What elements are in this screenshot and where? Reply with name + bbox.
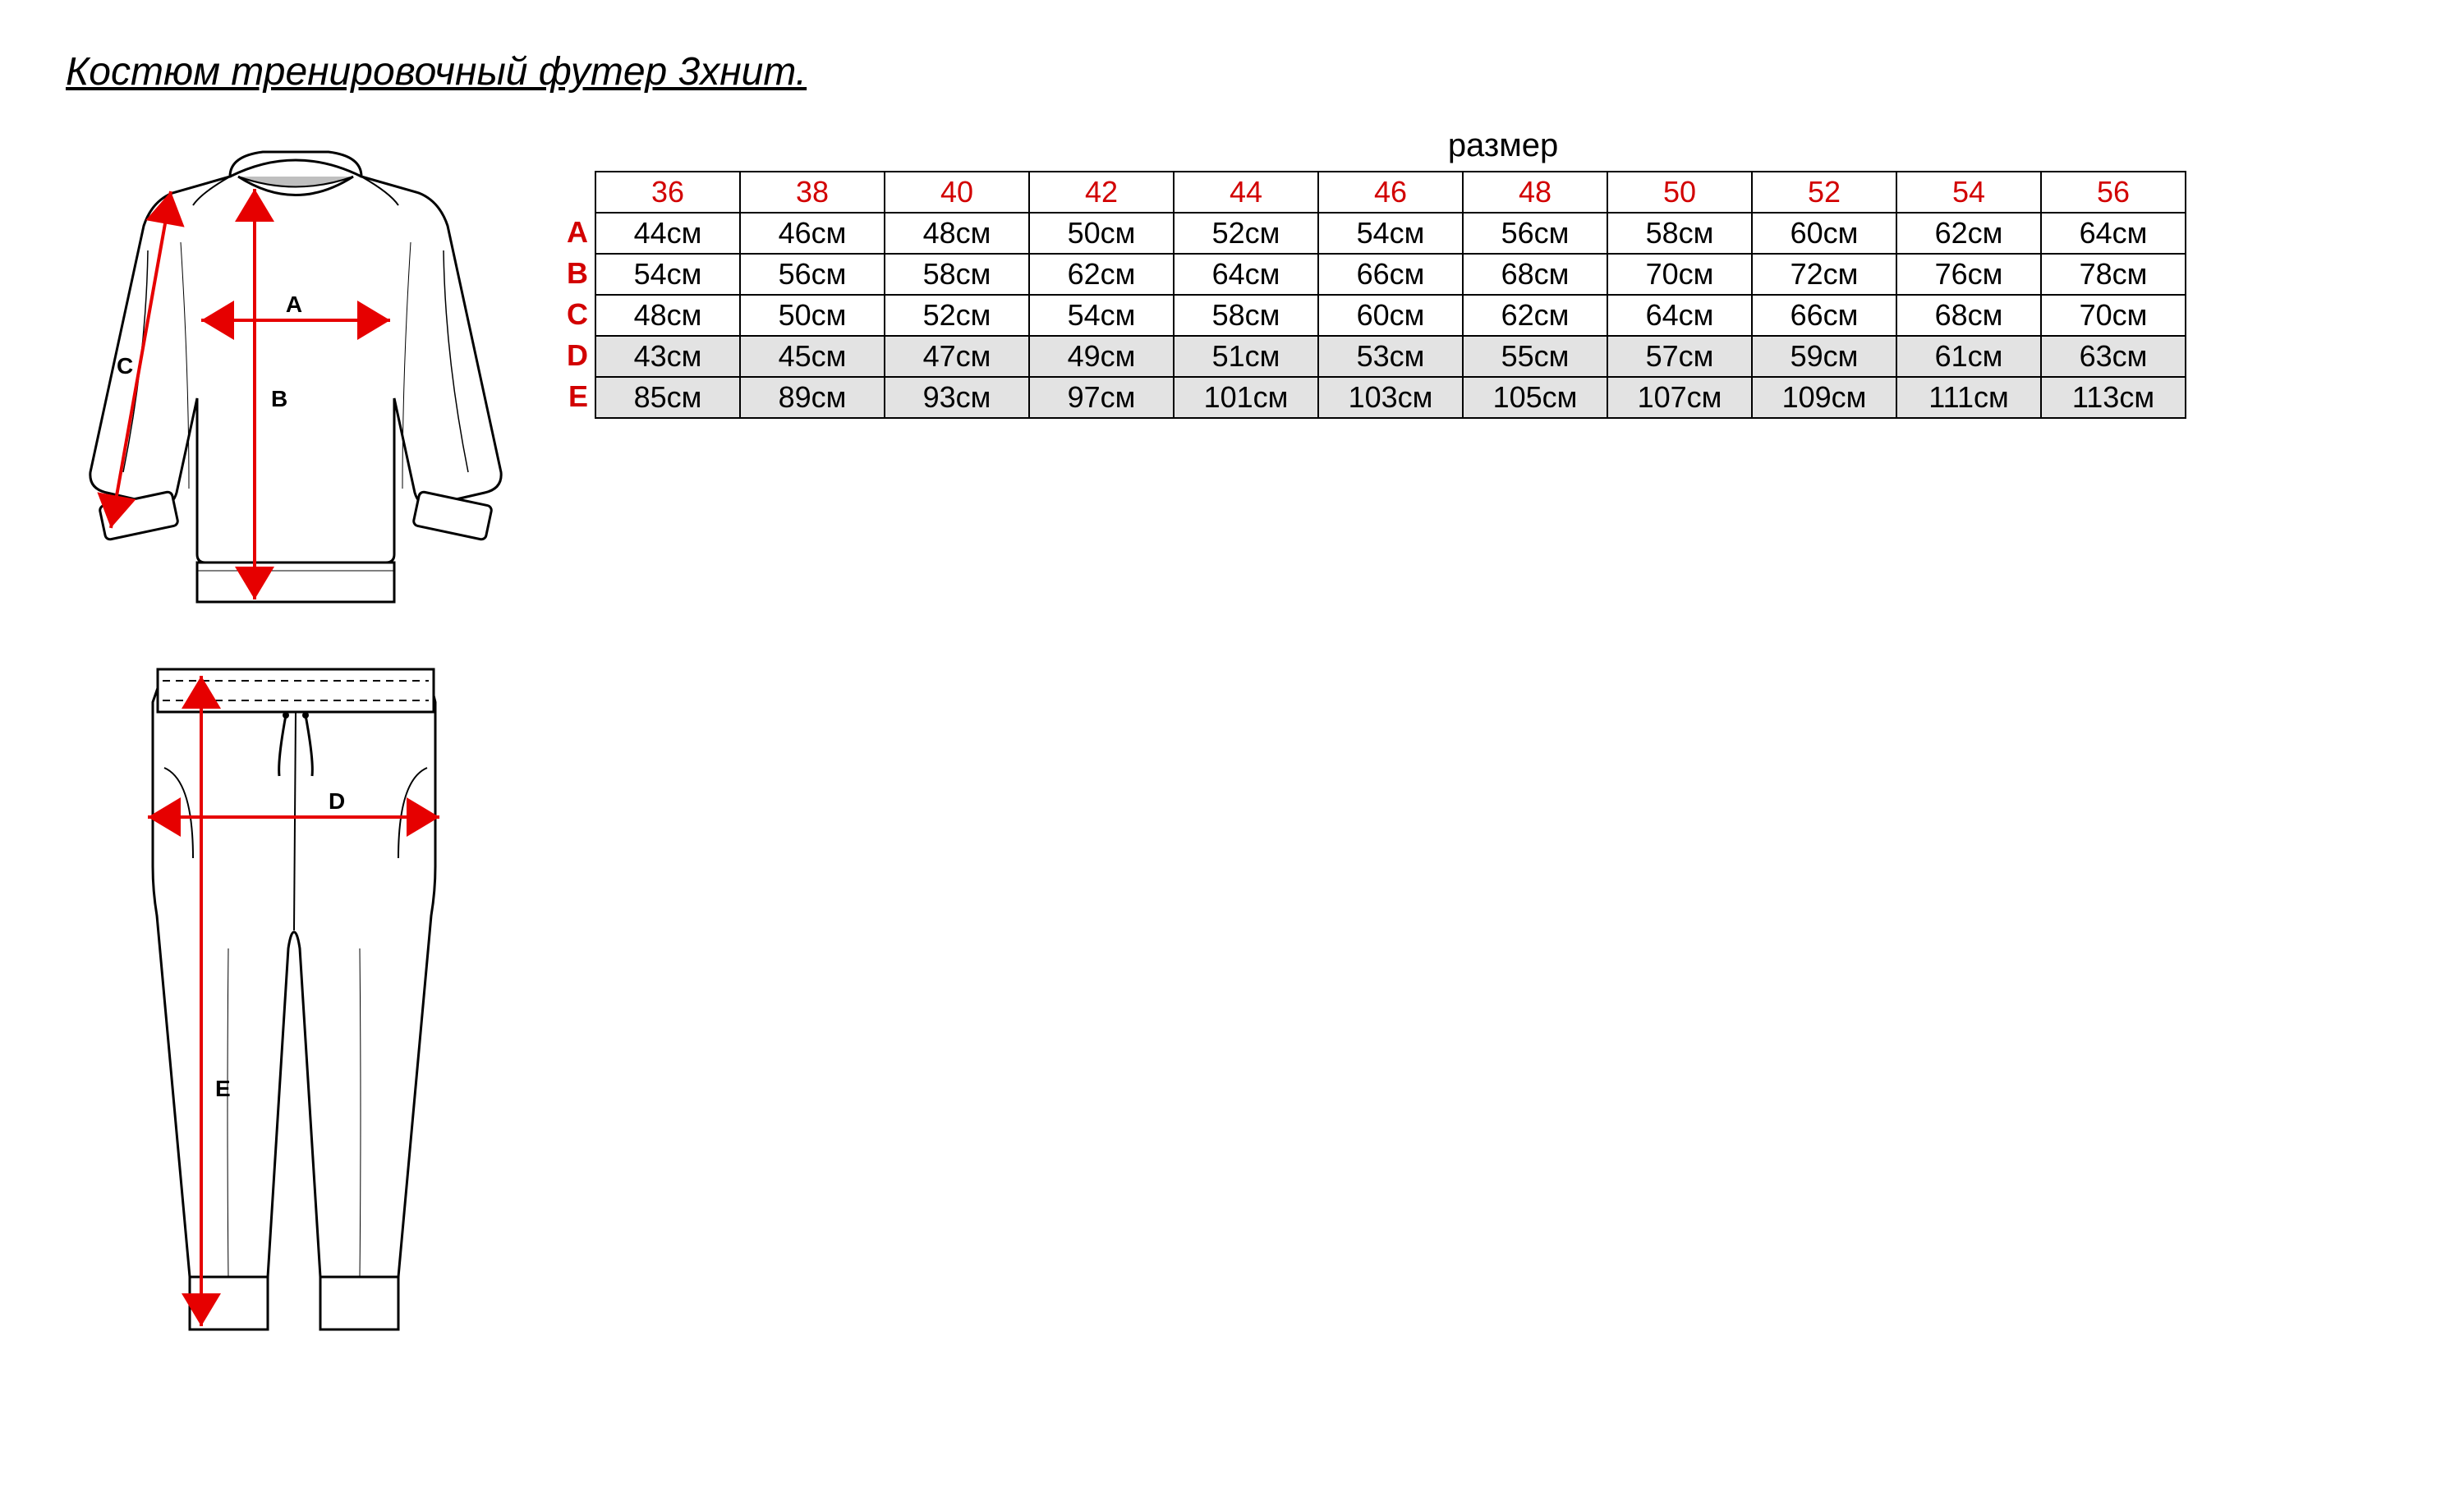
- size-col: 38: [740, 172, 885, 213]
- size-cell: 56см: [1463, 213, 1607, 254]
- size-col: 50: [1607, 172, 1752, 213]
- size-cell: 50см: [1029, 213, 1174, 254]
- size-cell: 51см: [1174, 336, 1318, 377]
- size-cell: 89см: [740, 377, 885, 418]
- table-row: 43см45см47см49см51см53см55см57см59см61см…: [595, 336, 2186, 377]
- size-cell: 48см: [885, 213, 1029, 254]
- size-col: 40: [885, 172, 1029, 213]
- measure-c-label: C: [117, 353, 133, 379]
- size-cell: 64см: [1174, 254, 1318, 295]
- size-cell: 103см: [1318, 377, 1463, 418]
- size-cell: 54см: [595, 254, 740, 295]
- size-col: 44: [1174, 172, 1318, 213]
- size-cell: 64см: [1607, 295, 1752, 336]
- size-cell: 66см: [1318, 254, 1463, 295]
- size-cell: 78см: [2041, 254, 2186, 295]
- size-col: 42: [1029, 172, 1174, 213]
- size-cell: 101см: [1174, 377, 1318, 418]
- size-cell: 68см: [1463, 254, 1607, 295]
- measure-e-label: E: [215, 1076, 231, 1101]
- size-cell: 64см: [2041, 213, 2186, 254]
- size-cell: 55см: [1463, 336, 1607, 377]
- size-cell: 58см: [885, 254, 1029, 295]
- size-cell: 52см: [885, 295, 1029, 336]
- size-cell: 61см: [1896, 336, 2041, 377]
- size-col: 56: [2041, 172, 2186, 213]
- size-cell: 70см: [2041, 295, 2186, 336]
- size-cell: 57см: [1607, 336, 1752, 377]
- measure-a-label: A: [286, 292, 302, 317]
- size-cell: 52см: [1174, 213, 1318, 254]
- size-cell: 97см: [1029, 377, 1174, 418]
- size-cell: 45см: [740, 336, 885, 377]
- size-cell: 50см: [740, 295, 885, 336]
- size-cell: 47см: [885, 336, 1029, 377]
- row-label-e: E: [559, 376, 588, 417]
- pants-diagram: D E: [66, 636, 526, 1375]
- size-table-section: размер . A B C D E 36 38 40 42 44: [559, 127, 2398, 419]
- size-cell: 54см: [1029, 295, 1174, 336]
- size-cell: 113см: [2041, 377, 2186, 418]
- size-cell: 62см: [1029, 254, 1174, 295]
- size-col: 48: [1463, 172, 1607, 213]
- size-cell: 49см: [1029, 336, 1174, 377]
- size-cell: 109см: [1752, 377, 1896, 418]
- size-cell: 46см: [740, 213, 885, 254]
- row-labels-column: . A B C D E: [559, 171, 588, 417]
- size-cell: 62см: [1463, 295, 1607, 336]
- garment-diagram: A B C: [66, 127, 526, 1375]
- size-cell: 68см: [1896, 295, 2041, 336]
- size-cell: 62см: [1896, 213, 2041, 254]
- table-row: 54см56см58см62см64см66см68см70см72см76см…: [595, 254, 2186, 295]
- size-cell: 105см: [1463, 377, 1607, 418]
- size-cell: 58см: [1607, 213, 1752, 254]
- measure-b-label: B: [271, 386, 287, 411]
- size-cell: 54см: [1318, 213, 1463, 254]
- size-cell: 59см: [1752, 336, 1896, 377]
- row-label-d: D: [559, 335, 588, 376]
- size-cell: 58см: [1174, 295, 1318, 336]
- row-label-b: B: [559, 253, 588, 294]
- size-cell: 60см: [1318, 295, 1463, 336]
- size-col: 36: [595, 172, 740, 213]
- size-col: 54: [1896, 172, 2041, 213]
- size-cell: 63см: [2041, 336, 2186, 377]
- size-cell: 93см: [885, 377, 1029, 418]
- size-cell: 66см: [1752, 295, 1896, 336]
- sweatshirt-diagram: A B C: [66, 127, 526, 636]
- row-label-a: A: [559, 212, 588, 253]
- size-cell: 72см: [1752, 254, 1896, 295]
- content-layout: A B C: [66, 127, 2398, 1375]
- size-col: 52: [1752, 172, 1896, 213]
- size-cell: 43см: [595, 336, 740, 377]
- size-cell: 44см: [595, 213, 740, 254]
- size-col: 46: [1318, 172, 1463, 213]
- size-cell: 60см: [1752, 213, 1896, 254]
- size-cell: 48см: [595, 295, 740, 336]
- size-cell: 111см: [1896, 377, 2041, 418]
- size-cell: 85см: [595, 377, 740, 418]
- size-table: 36 38 40 42 44 46 48 50 52 54 56 44см46с…: [595, 171, 2186, 419]
- measure-d-label: D: [329, 788, 345, 814]
- size-cell: 70см: [1607, 254, 1752, 295]
- size-header-row: 36 38 40 42 44 46 48 50 52 54 56: [595, 172, 2186, 213]
- size-cell: 56см: [740, 254, 885, 295]
- table-row: 44см46см48см50см52см54см56см58см60см62см…: [595, 213, 2186, 254]
- table-row: 48см50см52см54см58см60см62см64см66см68см…: [595, 295, 2186, 336]
- table-row: 85см89см93см97см101см103см105см107см109с…: [595, 377, 2186, 418]
- row-label-spacer: .: [559, 171, 588, 212]
- size-cell: 53см: [1318, 336, 1463, 377]
- size-caption: размер: [608, 127, 2398, 164]
- row-label-c: C: [559, 294, 588, 335]
- size-cell: 107см: [1607, 377, 1752, 418]
- page-title: Костюм тренировочный футер 3хнит.: [66, 49, 2398, 94]
- size-cell: 76см: [1896, 254, 2041, 295]
